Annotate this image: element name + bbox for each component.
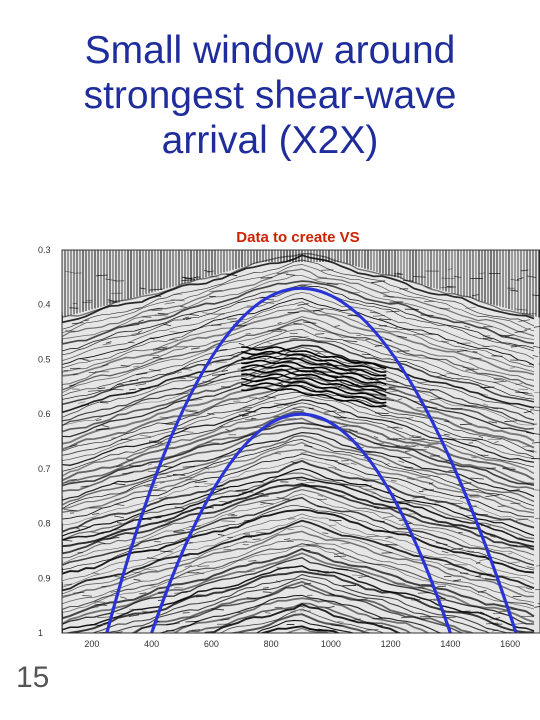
y-tick-label: 0.4	[38, 300, 51, 310]
x-tick-label: 1400	[440, 639, 460, 649]
slide-title: Small window around strongest shear-wave…	[0, 28, 540, 163]
seismic-figure: Data to create VS 0.3 0.4 0.5 0.6 0.7 0.8 0.9 1…	[0, 215, 540, 665]
x-tick-label: 1200	[381, 639, 401, 649]
page-number: 15	[16, 661, 50, 694]
x-tick-label: 1000	[321, 639, 341, 649]
y-tick-label: 0.7	[38, 464, 51, 474]
window-bottom-curve	[150, 412, 452, 633]
x-axis: 200 400 600 800 1000 1200 1400 1600	[84, 639, 520, 649]
y-tick-label: 0.6	[38, 409, 51, 419]
plot-area	[62, 250, 540, 633]
y-tick-label: 0.5	[38, 354, 51, 364]
window-top-curve	[105, 286, 518, 633]
y-axis: 0.3 0.4 0.5 0.6 0.7 0.8 0.9 1	[38, 245, 51, 638]
title-line-1: Small window around	[84, 29, 456, 72]
seismic-plot: Data to create VS 0.3 0.4 0.5 0.6 0.7 0.8 0.9 1…	[38, 229, 540, 649]
y-tick-label: 0.8	[38, 519, 51, 529]
plot-frame	[61, 249, 540, 634]
figure-title: Data to create VS	[236, 229, 359, 246]
title-line-3: arrival (X2X)	[161, 119, 379, 162]
seismic-traces	[62, 250, 540, 633]
title-line-2: strongest shear-wave	[83, 74, 457, 117]
x-tick-label: 200	[84, 639, 99, 649]
y-tick-label: 0.3	[38, 245, 51, 255]
x-tick-label: 800	[264, 639, 279, 649]
x-tick-label: 1600	[500, 639, 520, 649]
y-tick-label: 0.9	[38, 573, 51, 583]
y-tick-label: 1	[38, 628, 43, 638]
x-tick-label: 600	[204, 639, 219, 649]
x-tick-label: 400	[144, 639, 159, 649]
window-curves	[105, 286, 518, 633]
